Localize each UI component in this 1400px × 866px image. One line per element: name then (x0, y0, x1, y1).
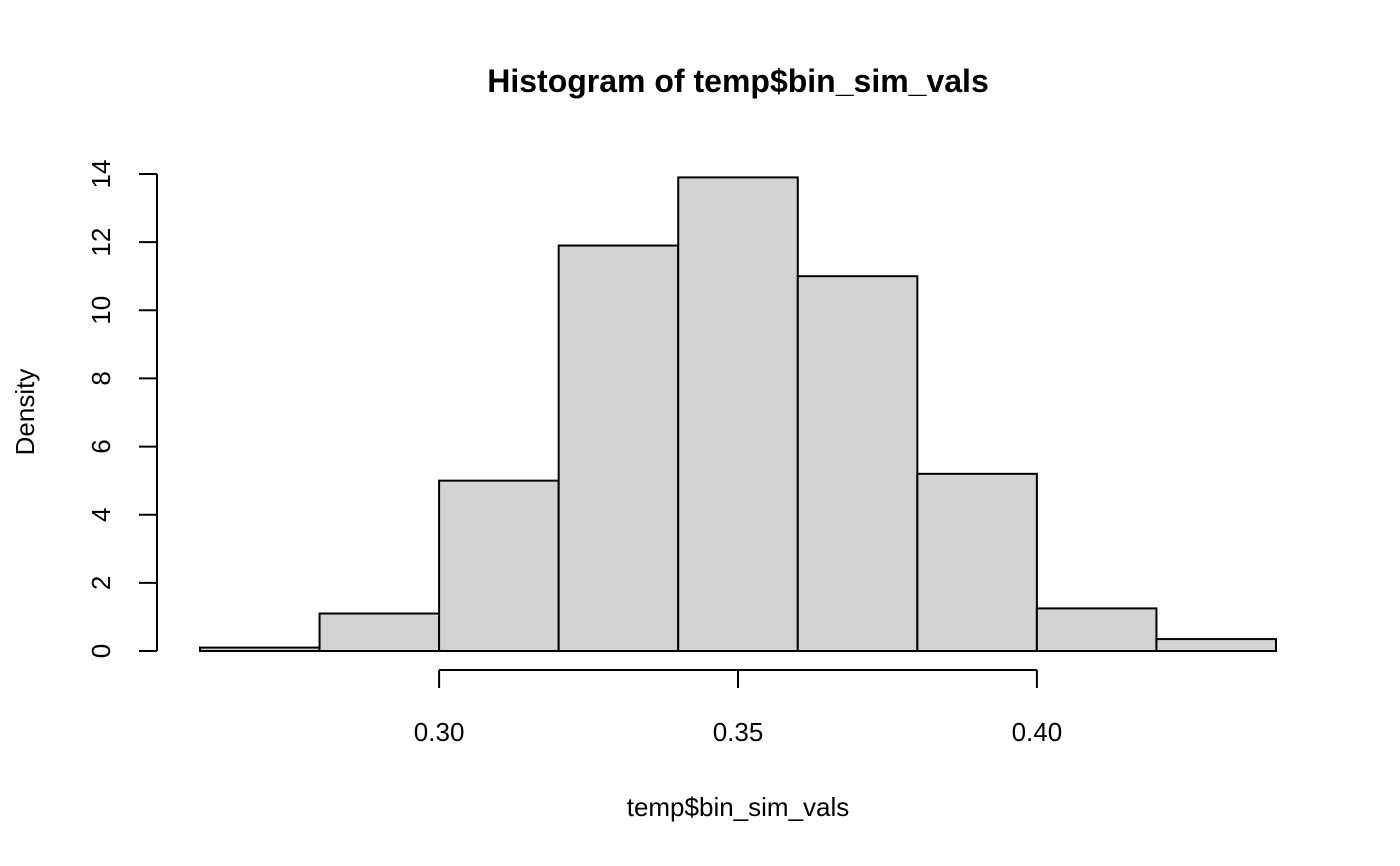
y-tick-label: 6 (86, 439, 116, 453)
y-tick-label: 8 (86, 371, 116, 385)
y-tick-label: 14 (86, 160, 116, 189)
histogram-bar (1035, 607, 1158, 652)
histogram-bar (199, 646, 321, 652)
histogram-bar (438, 479, 560, 652)
y-tick-label: 4 (86, 507, 116, 521)
x-axis-label: temp$bin_sim_vals (627, 792, 850, 822)
y-tick-label: 12 (86, 228, 116, 257)
histogram-bars (199, 176, 1278, 653)
y-tick-label: 2 (86, 576, 116, 590)
x-axis: 0.30 0.35 0.40 (414, 669, 1063, 747)
histogram-bar (796, 275, 919, 652)
x-tick-label: 0.40 (1012, 717, 1063, 747)
x-tick-label: 0.35 (713, 717, 764, 747)
y-tick-label: 10 (86, 296, 116, 325)
histogram-bar (677, 176, 799, 653)
y-tick-label: 0 (86, 644, 116, 658)
histogram-bar (318, 612, 441, 652)
x-tick-label: 0.30 (414, 717, 465, 747)
y-axis-label: Density (10, 369, 40, 456)
histogram-bar (916, 472, 1038, 653)
chart-title: Histogram of temp$bin_sim_vals (487, 63, 988, 99)
histogram-bar (557, 244, 680, 653)
histogram-bar (1155, 638, 1278, 653)
y-axis: 0 2 4 6 8 10 12 14 (86, 160, 158, 658)
